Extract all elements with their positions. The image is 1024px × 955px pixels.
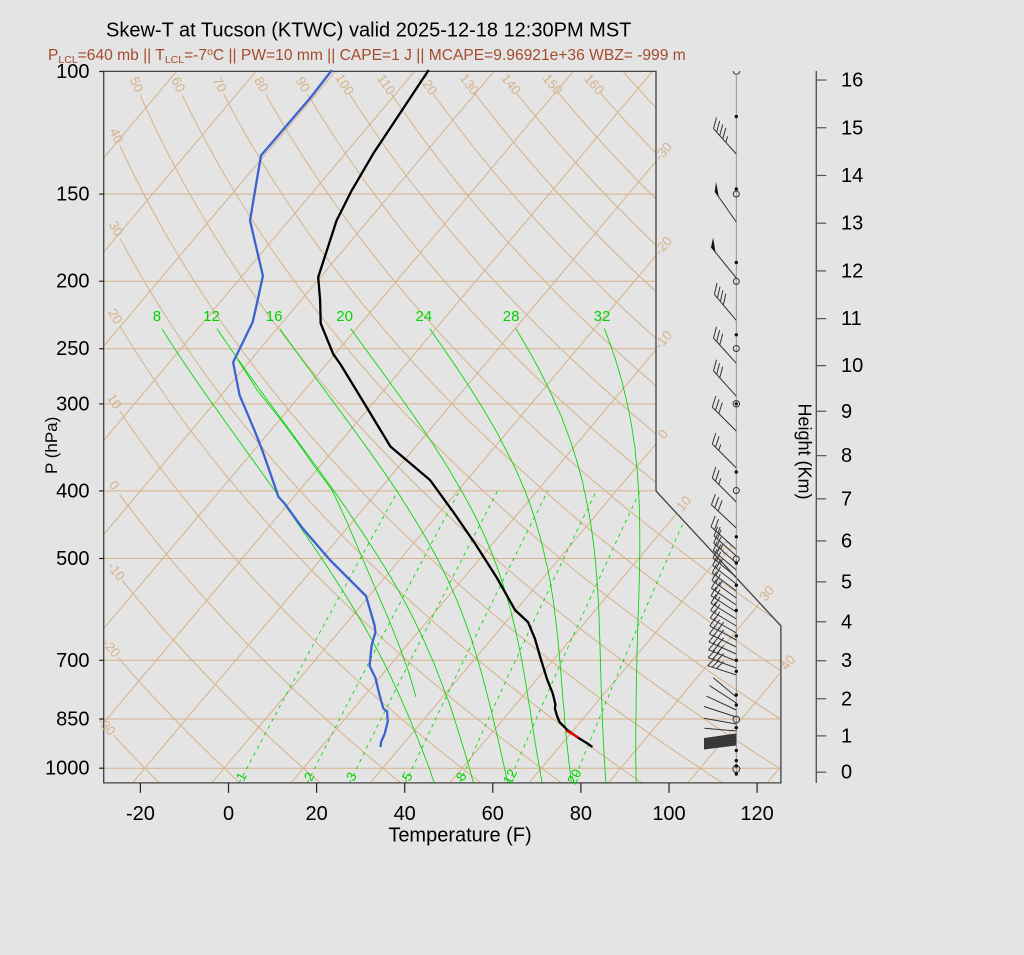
svg-text:40: 40 (107, 126, 127, 146)
svg-text:28: 28 (503, 308, 520, 325)
svg-text:50: 50 (127, 75, 147, 95)
svg-text:150: 150 (56, 184, 89, 206)
svg-text:12: 12 (841, 260, 863, 282)
svg-text:12: 12 (500, 767, 520, 787)
svg-text:700: 700 (56, 650, 89, 672)
svg-text:-20: -20 (126, 803, 155, 825)
svg-text:24: 24 (415, 308, 432, 325)
svg-text:300: 300 (56, 393, 89, 415)
svg-text:30: 30 (106, 218, 126, 238)
svg-text:0: 0 (841, 762, 852, 784)
svg-text:1: 1 (841, 725, 852, 747)
svg-text:5: 5 (841, 571, 852, 593)
svg-text:13: 13 (841, 213, 863, 235)
svg-text:14: 14 (841, 165, 863, 187)
svg-text:32: 32 (594, 308, 611, 325)
svg-text:100: 100 (652, 803, 685, 825)
svg-text:120: 120 (740, 803, 773, 825)
svg-text:200: 200 (56, 271, 89, 293)
svg-text:Height (Km): Height (Km) (795, 403, 815, 499)
svg-text:30: 30 (756, 583, 777, 604)
svg-text:70: 70 (210, 74, 230, 94)
svg-text:Skew-T at Tucson (KTWC) valid: Skew-T at Tucson (KTWC) valid 2025-12-18… (106, 20, 631, 42)
svg-text:500: 500 (56, 548, 89, 570)
svg-text:8: 8 (841, 445, 852, 467)
svg-text:90: 90 (293, 74, 314, 95)
svg-text:250: 250 (56, 338, 89, 360)
svg-text:Temperature (F): Temperature (F) (388, 825, 531, 847)
svg-text:16: 16 (841, 70, 863, 92)
svg-text:20: 20 (564, 767, 584, 787)
svg-text:9: 9 (841, 401, 852, 423)
svg-text:10: 10 (673, 493, 694, 514)
svg-text:7: 7 (841, 488, 852, 510)
svg-text:20: 20 (305, 803, 327, 825)
svg-text:20: 20 (336, 308, 353, 325)
svg-text:3: 3 (841, 650, 852, 672)
svg-text:80: 80 (251, 74, 271, 94)
svg-text:15: 15 (841, 117, 863, 139)
svg-text:10: 10 (104, 391, 125, 412)
svg-text:10: 10 (841, 355, 863, 377)
svg-text:1000: 1000 (45, 758, 90, 780)
svg-text:40: 40 (394, 803, 416, 825)
svg-text:60: 60 (168, 75, 188, 95)
svg-text:8: 8 (153, 308, 161, 325)
svg-text:400: 400 (56, 480, 89, 502)
svg-text:PLCL=640 mb || TLCL=-7oC || PW: PLCL=640 mb || TLCL=-7oC || PW=10 mm || … (48, 46, 686, 66)
svg-text:40: 40 (777, 652, 798, 673)
svg-text:2: 2 (841, 688, 852, 710)
svg-text:6: 6 (841, 530, 852, 552)
svg-text:60: 60 (482, 803, 504, 825)
svg-text:12: 12 (203, 308, 220, 325)
svg-text:4: 4 (841, 611, 852, 633)
svg-text:20: 20 (105, 306, 126, 327)
svg-text:100: 100 (56, 61, 89, 83)
svg-text:0: 0 (223, 803, 234, 825)
svg-text:16: 16 (266, 308, 283, 325)
svg-text:80: 80 (570, 803, 592, 825)
svg-text:P (hPa): P (hPa) (42, 417, 61, 474)
svg-text:11: 11 (841, 308, 862, 330)
svg-text:850: 850 (56, 709, 89, 731)
